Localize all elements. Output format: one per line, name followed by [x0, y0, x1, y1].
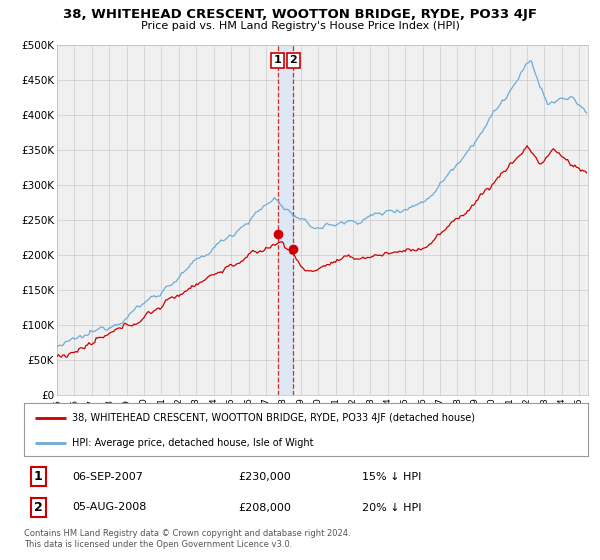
Text: Price paid vs. HM Land Registry's House Price Index (HPI): Price paid vs. HM Land Registry's House … — [140, 21, 460, 31]
Text: £208,000: £208,000 — [238, 502, 291, 512]
Text: 15% ↓ HPI: 15% ↓ HPI — [362, 472, 422, 482]
Text: £230,000: £230,000 — [238, 472, 291, 482]
Text: 1: 1 — [274, 55, 281, 66]
Text: 2: 2 — [34, 501, 43, 514]
Bar — [278, 45, 293, 395]
Text: HPI: Average price, detached house, Isle of Wight: HPI: Average price, detached house, Isle… — [72, 438, 313, 448]
Text: 20% ↓ HPI: 20% ↓ HPI — [362, 502, 422, 512]
Text: 06-SEP-2007: 06-SEP-2007 — [72, 472, 143, 482]
Text: 38, WHITEHEAD CRESCENT, WOOTTON BRIDGE, RYDE, PO33 4JF: 38, WHITEHEAD CRESCENT, WOOTTON BRIDGE, … — [63, 8, 537, 21]
Text: 1: 1 — [34, 470, 43, 483]
Text: 05-AUG-2008: 05-AUG-2008 — [72, 502, 146, 512]
Text: Contains HM Land Registry data © Crown copyright and database right 2024.
This d: Contains HM Land Registry data © Crown c… — [24, 529, 350, 549]
Text: 2: 2 — [290, 55, 298, 66]
Text: 38, WHITEHEAD CRESCENT, WOOTTON BRIDGE, RYDE, PO33 4JF (detached house): 38, WHITEHEAD CRESCENT, WOOTTON BRIDGE, … — [72, 413, 475, 423]
